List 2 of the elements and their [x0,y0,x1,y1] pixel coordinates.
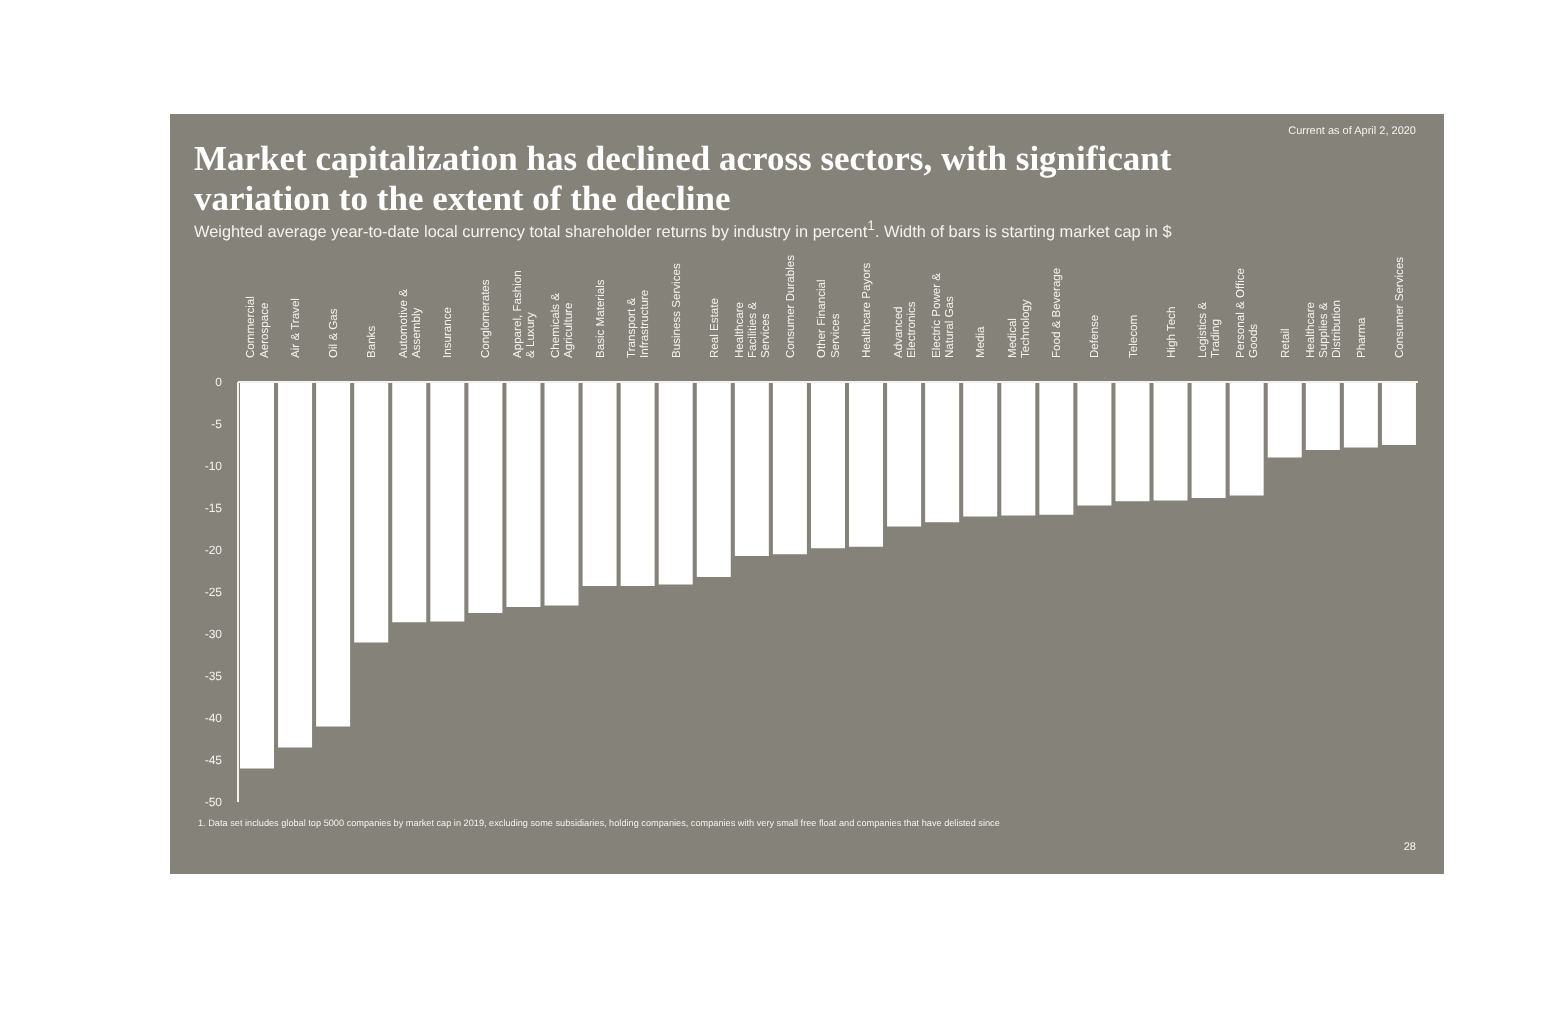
chart-title: Market capitalization has declined across sectors, with significant variation to the extent of the decline [194,138,1174,218]
chart-subtitle: Weighted average year-to-date local currency total shareholder returns by industry in percent$^{1}$. Width of bars is starting market cap in $ [194,220,1174,242]
